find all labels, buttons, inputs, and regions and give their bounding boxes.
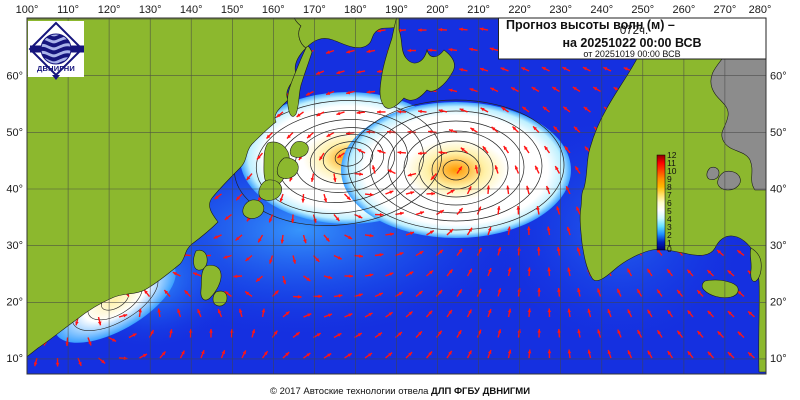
svg-text:280°: 280° (749, 4, 772, 16)
svg-text:© 2017 Автоские технологии отв: © 2017 Автоские технологии отвела ДЛП ФГ… (270, 386, 530, 397)
svg-text:170°: 170° (303, 4, 326, 16)
svg-text:110°: 110° (57, 4, 79, 16)
svg-text:20°: 20° (6, 297, 23, 309)
svg-text:20°: 20° (770, 297, 787, 309)
svg-text:30°: 30° (6, 240, 23, 252)
svg-text:40°: 40° (6, 184, 23, 196)
svg-text:ДВНИГНИ: ДВНИГНИ (37, 64, 75, 73)
svg-text:240°: 240° (590, 4, 613, 16)
svg-text:10°: 10° (770, 353, 787, 365)
svg-text:270°: 270° (714, 4, 737, 16)
svg-text:160°: 160° (262, 4, 285, 16)
svg-text:50°: 50° (770, 127, 787, 139)
svg-text:10°: 10° (6, 353, 23, 365)
svg-text:250°: 250° (631, 4, 654, 16)
svg-text:30°: 30° (770, 240, 787, 252)
svg-text:40°: 40° (770, 184, 787, 196)
svg-text:0: 0 (667, 244, 672, 254)
svg-text:230°: 230° (549, 4, 572, 16)
svg-text:200°: 200° (426, 4, 449, 16)
svg-text:60°: 60° (770, 71, 787, 83)
svg-text:260°: 260° (673, 4, 696, 16)
svg-text:120°: 120° (98, 4, 121, 16)
svg-text:220°: 220° (508, 4, 531, 16)
svg-text:180°: 180° (344, 4, 367, 16)
svg-text:130°: 130° (139, 4, 162, 16)
svg-text:150°: 150° (221, 4, 244, 16)
svg-text:140°: 140° (180, 4, 203, 16)
svg-text:190°: 190° (385, 4, 408, 16)
svg-text:100°: 100° (16, 4, 39, 16)
svg-text:60°: 60° (6, 71, 23, 83)
svg-text:210°: 210° (467, 4, 490, 16)
svg-text:50°: 50° (6, 127, 23, 139)
svg-text:на 20251022 00:00 ВСВ: на 20251022 00:00 ВСВ (562, 36, 701, 50)
svg-text:от 20251019 00:00 ВСВ: от 20251019 00:00 ВСВ (583, 49, 680, 59)
svg-text:Прогноз высоты волн (м) –: Прогноз высоты волн (м) – (506, 18, 675, 32)
